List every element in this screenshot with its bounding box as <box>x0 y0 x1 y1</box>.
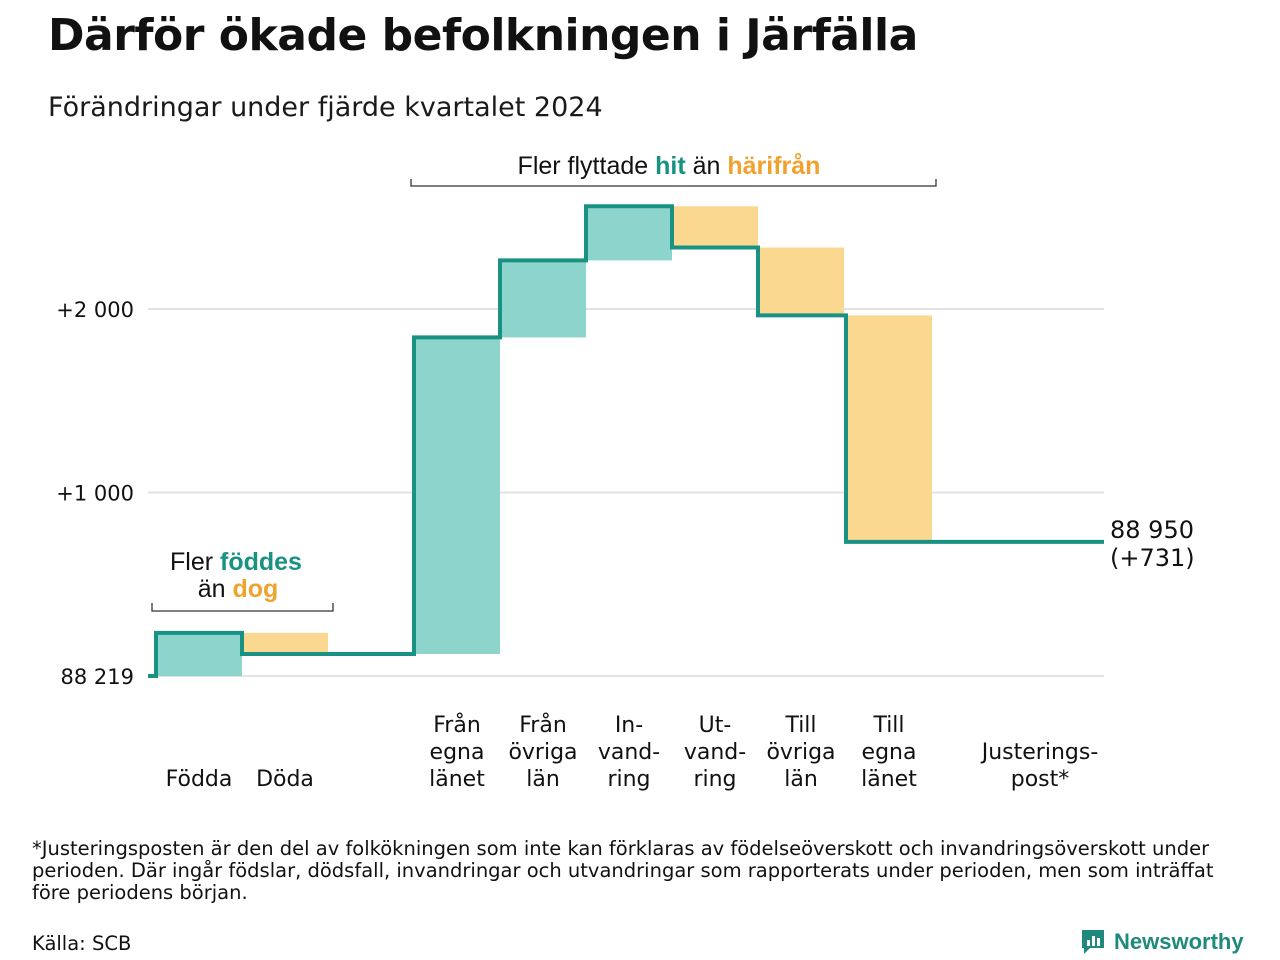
source-credit: Källa: SCB <box>32 932 132 955</box>
migration-bracket <box>410 179 937 187</box>
chart-title: Därför ökade befolkningen i Järfälla <box>48 10 918 61</box>
running-total-path <box>148 204 1104 678</box>
chart-subtitle: Förändringar under fjärde kvartalet 2024 <box>48 92 603 123</box>
x-axis-label: övriga <box>508 740 577 765</box>
migration-annotation-middle: än <box>686 152 728 180</box>
x-axis-label: ring <box>607 767 650 792</box>
x-axis-label: länet <box>861 767 917 792</box>
x-axis-label: övriga <box>766 740 835 765</box>
births-annotation-line2: än dog <box>198 575 279 603</box>
running-total-line <box>148 204 1104 678</box>
decrease-bar <box>672 206 758 248</box>
y-tick-label: +2 000 <box>56 298 134 322</box>
y-tick-label: 88 219 <box>61 665 134 689</box>
decrease-bar <box>758 247 844 316</box>
increase-bar <box>586 206 672 261</box>
decrease-bar <box>846 315 932 542</box>
end-value: 88 950 <box>1110 516 1194 544</box>
x-axis-label: Födda <box>166 767 233 792</box>
footnote: *Justeringsposten är den del av folkökni… <box>32 837 1214 904</box>
births-annotation-prefix: Fler <box>170 548 220 576</box>
x-axis-labels: Födda DödaFrånegnalänetFrånövrigalänIn-va… <box>166 712 1099 792</box>
newsworthy-logo-icon <box>1082 930 1104 954</box>
x-axis-label: post* <box>1011 767 1070 792</box>
x-axis-label: Till <box>784 713 816 738</box>
x-axis-label: län <box>784 767 818 792</box>
y-axis-ticks: 88 219 +2 000 +1 000 <box>56 298 134 689</box>
x-axis-label: Från <box>433 712 481 738</box>
bars <box>156 206 932 676</box>
migration-annotation-prefix: Fler flyttade <box>518 152 656 180</box>
births-annotation-line1: Fler föddes <box>170 548 302 576</box>
migration-annotation: Fler flyttade hit än härifrån <box>518 152 821 180</box>
increase-bar <box>156 632 242 676</box>
migration-annotation-out: härifrån <box>727 152 820 180</box>
x-axis-label: ring <box>693 767 736 792</box>
x-axis-label: egna <box>862 740 917 765</box>
x-axis-label: vand- <box>598 740 660 765</box>
x-axis-label: Justerings- <box>980 740 1099 765</box>
x-axis-label: vand- <box>684 740 746 765</box>
grid-lines <box>148 308 1104 677</box>
end-value-label: 88 950(+731) <box>1110 516 1195 572</box>
decrease-bar <box>242 632 328 654</box>
births-annotation-middle: än <box>198 575 233 603</box>
increase-bar <box>414 337 500 654</box>
x-axis-label: Från <box>519 712 567 738</box>
x-axis-label: länet <box>429 767 485 792</box>
x-axis-label: Döda <box>256 767 314 792</box>
end-change: (+731) <box>1110 544 1195 572</box>
x-axis-label: Ut- <box>699 713 732 738</box>
deaths-annotation-highlight: dog <box>232 575 278 603</box>
brand-logo[interactable]: Newsworthy <box>1080 928 1244 956</box>
waterfall-chart: 88 219+2 000+1 000 Födda DödaFrånegnaläne… <box>56 152 1195 792</box>
x-axis-label: Till <box>872 713 904 738</box>
x-axis-label: In- <box>615 713 643 738</box>
x-axis-label: egna <box>430 740 485 765</box>
births-annotation-highlight: föddes <box>220 548 302 576</box>
migration-annotation-in: hit <box>655 152 686 180</box>
y-tick-label: +1 000 <box>56 482 134 506</box>
increase-bar <box>500 260 586 338</box>
births-bracket <box>151 603 334 612</box>
brand-name: Newsworthy <box>1114 929 1244 954</box>
x-axis-label: län <box>526 767 560 792</box>
